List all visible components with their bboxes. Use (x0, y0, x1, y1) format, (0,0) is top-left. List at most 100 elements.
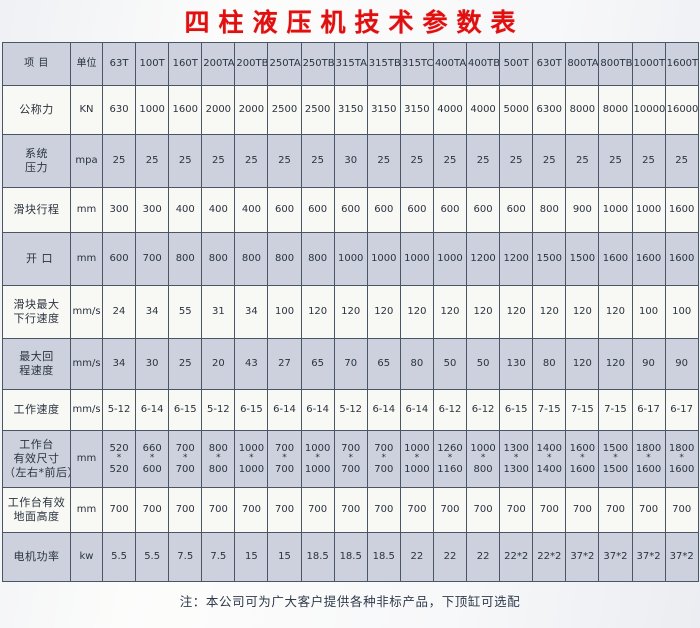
table-cell: 4000 (466, 85, 501, 135)
table-row: 电机功率 kw 5.5 5.5 7.5 7.5 15 15 18.5 18.5 18.5 22 22 22… (2, 532, 699, 582)
table-cell: 25 (234, 134, 269, 188)
row-unit: mm/s (70, 389, 103, 431)
table-cell: 700 (432, 487, 468, 533)
table-cell: 31 (201, 285, 236, 339)
table-cell: 1600 (598, 232, 633, 286)
table-cell: 37*2 (598, 532, 633, 582)
table-cell: 120 (466, 285, 501, 339)
table-cell: 700 (300, 487, 335, 533)
dimension-depth: 1600 (635, 463, 662, 475)
table-cell: 300 (135, 187, 170, 233)
table-cell: 120 (532, 285, 567, 339)
header-model-315TB: 315TB (366, 42, 401, 86)
table-cell: 900 (565, 187, 600, 233)
header-model-630T: 630T (532, 42, 567, 86)
table-cell: 22 (399, 532, 434, 582)
table-cell: 1500 * 1500 (598, 430, 633, 488)
table-cell: 120 (598, 285, 633, 339)
table-cell: 7.5 (201, 532, 236, 582)
table-cell: 400 (168, 187, 203, 233)
dimension-depth: 800 (473, 463, 493, 475)
header-model-400TB: 400TB (466, 42, 501, 86)
dimension-pair: 1500 * 1500 (600, 443, 630, 475)
table-cell: 50 (466, 338, 501, 390)
table-cell: 6-14 (267, 389, 302, 431)
table-row: 工作台有效尺寸（左右*前后）mm520*520660*600700*700800… (2, 430, 699, 488)
dimension-depth: 1000 (238, 463, 265, 475)
table-cell: 18.5 (300, 532, 335, 582)
dimension-pair: 1800 * 1600 (634, 443, 664, 475)
table-cell: 800 (168, 232, 203, 286)
table-cell: 5000 (499, 85, 534, 135)
table-cell: 600 (300, 187, 335, 233)
table-cell: 1000 (631, 187, 666, 233)
table-cell: 25 (101, 134, 137, 188)
table-cell: 80 (399, 338, 434, 390)
table-cell: 1000 (135, 85, 170, 135)
title-bar: 四柱液压机技术参数表 (0, 0, 700, 42)
dimension-depth: 1160 (437, 463, 463, 475)
dimension-depth: 1600 (668, 463, 695, 475)
table-cell: 25 (366, 134, 401, 188)
row-unit: mm/s (70, 338, 103, 390)
table-cell: 20 (201, 338, 236, 390)
table-cell: 6-17 (664, 389, 699, 431)
table-cell: 7-15 (598, 389, 633, 431)
table-cell: 5-12 (333, 389, 368, 431)
table-cell: 25 (565, 134, 600, 188)
dimension-separator-icon: * (613, 453, 618, 464)
table-cell: 1000 (366, 232, 401, 286)
specification-table: 项 目单位 63T 100T 160T 200TA 200TB 250TA 250TB 315T… (2, 42, 699, 582)
table-cell: 6-15 (168, 389, 203, 431)
table-cell: 700 (499, 487, 534, 533)
table-row: 开 口 mm 600 700 800 800 800 800 800 1000 1000 1000 10… (2, 232, 699, 286)
dimension-depth: 520 (109, 463, 129, 475)
table-cell: 80 (532, 338, 567, 390)
dimension-depth: 1000 (304, 463, 331, 475)
table-cell: 25 (432, 134, 468, 188)
table-cell: 700 (135, 232, 170, 286)
table-cell: 43 (234, 338, 269, 390)
table-cell: 630 (101, 85, 137, 135)
table-cell: 1800 * 1600 (631, 430, 666, 488)
table-cell: 1000 * 1000 (234, 430, 269, 488)
row-label: 系统 压力 (2, 134, 71, 188)
table-cell: 700 (466, 487, 501, 533)
table-cell: 300 (101, 187, 137, 233)
table-cell: 25 (399, 134, 434, 188)
table-row: 滑块行程 mm 300 300 400 400 400 600 600 600 600 600 600 6… (2, 187, 699, 233)
table-cell: 120 (499, 285, 534, 339)
header-model-160T: 160T (168, 42, 203, 86)
dimension-separator-icon: * (547, 453, 552, 464)
table-row: 滑块最大 下行速度 mm/s 24 34 55 31 34 100 120 120 120 120 120… (2, 285, 699, 339)
table-cell: 90 (631, 338, 666, 390)
row-label: 滑块行程 (2, 187, 71, 233)
header-model-1000T: 1000T (631, 42, 666, 86)
dimension-separator-icon: * (646, 453, 651, 464)
header-model-250TA: 250TA (267, 42, 302, 86)
header-model-250TB: 250TB (300, 42, 335, 86)
table-cell: 16000 (664, 85, 699, 135)
table-cell: 1000 * 1000 (399, 430, 434, 488)
header-model-800TA: 800TA (565, 42, 600, 86)
table-cell: 700 (135, 487, 170, 533)
dimension-separator-icon: * (381, 453, 387, 464)
dimension-depth: 700 (374, 463, 394, 475)
dimension-pair: 1260 * 1160 (435, 443, 465, 475)
table-cell: 37*2 (565, 532, 600, 582)
table-cell: 800 * 800 (201, 430, 236, 488)
table-cell: 3150 (399, 85, 434, 135)
table-cell: 100 (631, 285, 666, 339)
table-cell: 3150 (333, 85, 368, 135)
header-model-100T: 100T (135, 42, 170, 86)
table-cell: 1000 (399, 232, 434, 286)
table-cell: 800 (234, 232, 269, 286)
table-row: 最大回 程速度 mm/s 34 30 25 20 43 27 65 70 65 80 50 50 130 80 1… (2, 338, 699, 390)
dimension-pair: 800 * 800 (203, 443, 233, 475)
header-model-200TA: 200TA (201, 42, 236, 86)
table-cell: 7.5 (168, 532, 203, 582)
table-cell: 25 (664, 134, 699, 188)
table-cell: 660 * 600 (135, 430, 170, 488)
table-cell: 2500 (267, 85, 302, 135)
table-cell: 700 * 700 (168, 430, 203, 488)
